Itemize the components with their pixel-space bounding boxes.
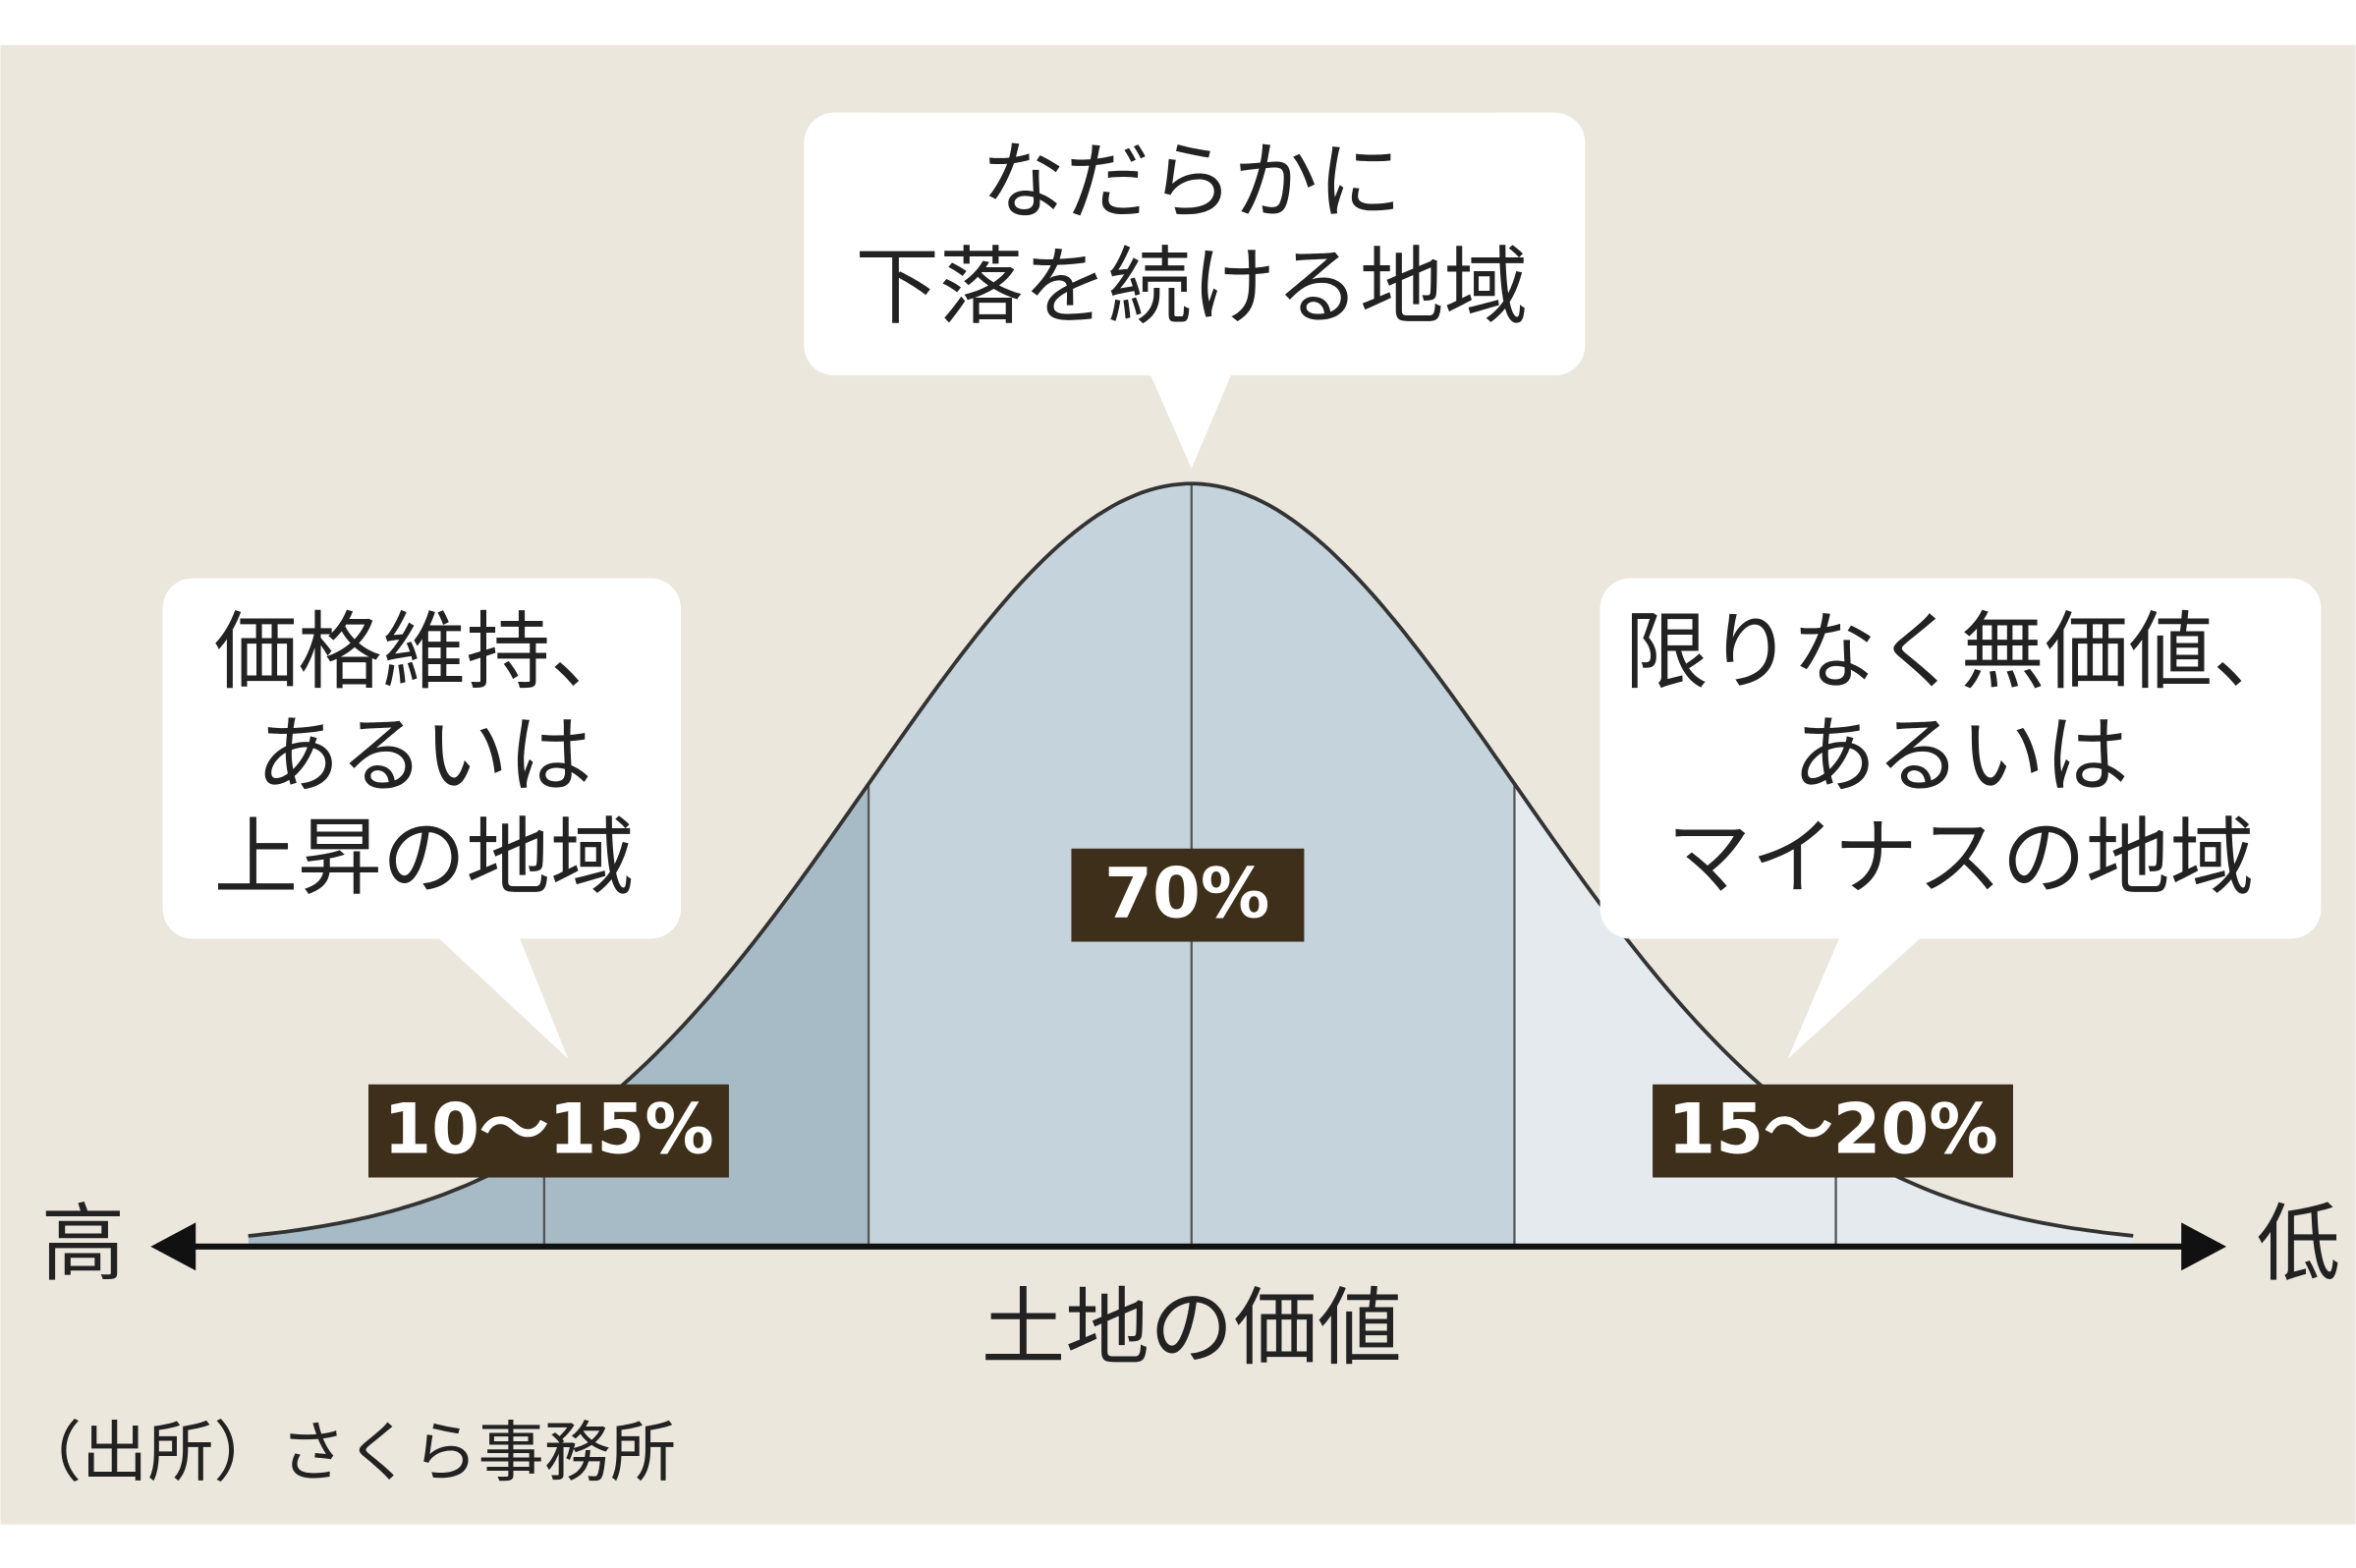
callout-line: 限りなく無価値、 <box>1624 604 2297 701</box>
axis-right-label: 低 <box>2257 1196 2341 1293</box>
source: （出所）さくら事務所 <box>16 1414 677 1490</box>
share-label: 10〜15% <box>383 1090 713 1170</box>
callout-line: なだらかに <box>982 135 1402 232</box>
callout-line: マイナスの地域 <box>1667 810 2254 907</box>
callout-line: あるいは <box>1792 708 2128 806</box>
share-label: 15〜20% <box>1667 1090 1997 1170</box>
axis-left-label: 高 <box>41 1196 126 1293</box>
axis-title: 土地の価値 <box>982 1280 1402 1377</box>
callout-line: 価格維持、 <box>214 604 635 701</box>
share-label: 70% <box>1104 854 1269 934</box>
callout-line: あるいは <box>255 708 591 806</box>
callout-line: 下落を続ける地域 <box>855 240 1528 337</box>
share-boxes <box>368 848 2013 1178</box>
callout-shapes <box>162 112 2322 1059</box>
callout-line: 上昇の地域 <box>214 810 635 907</box>
axis: 高 低 土地の価値 <box>41 1196 2340 1377</box>
